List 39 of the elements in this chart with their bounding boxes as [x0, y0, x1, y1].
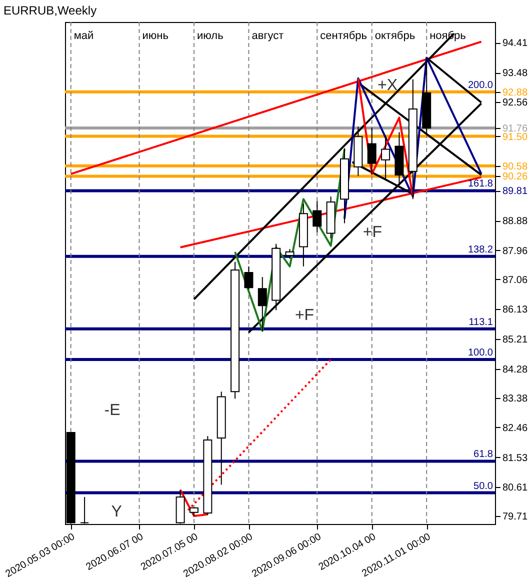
annotation: 100.0 — [468, 347, 494, 358]
y-tick-label: 82.46 — [502, 422, 528, 434]
ref-line-label: июнь — [142, 30, 169, 42]
y-tick-label: 81.53 — [502, 452, 528, 464]
annotation: 113.1 — [468, 316, 494, 328]
annotation: 61.8 — [474, 449, 494, 460]
y-tick-label: 79.71 — [502, 511, 528, 522]
y-tick-label: 93.48 — [502, 68, 528, 80]
y-tick-label: 91.50 — [502, 132, 528, 143]
ref-line-label: сентябрь — [320, 30, 368, 42]
y-tick-label: 87.96 — [502, 246, 528, 257]
y-tick-label: 89.81 — [502, 186, 528, 198]
y-tick-label: 84.28 — [502, 364, 528, 376]
annotation: 200.0 — [468, 80, 494, 91]
y-tick-label: 83.38 — [502, 393, 528, 404]
y-tick-label: 87.06 — [502, 274, 528, 286]
annotation: +F — [362, 224, 382, 241]
annotation: Y — [111, 503, 122, 520]
y-tick-label: 90.58 — [502, 161, 528, 172]
y-tick-label: 80.61 — [502, 482, 528, 494]
annotation: 138.2 — [468, 244, 494, 256]
y-tick-label: 88.88 — [502, 216, 528, 228]
y-tick-label: 85.21 — [502, 334, 528, 346]
y-tick-label: 90.26 — [502, 172, 528, 183]
ref-line-label: октябрь — [374, 30, 416, 42]
y-tick-label: 91.76 — [502, 123, 528, 134]
y-tick-label: 86.13 — [502, 304, 528, 316]
ref-line-label: июль — [197, 30, 224, 42]
annotation: 50.0 — [474, 480, 494, 492]
ref-line-label: август — [252, 30, 284, 42]
annotation: +X — [377, 76, 398, 94]
y-tick-label: 94.41 — [502, 38, 528, 50]
annotation: 161.8 — [468, 178, 494, 190]
y-tick-label: 92.88 — [502, 87, 528, 98]
annotation: -E — [104, 402, 120, 420]
ref-line-label: май — [74, 30, 94, 42]
annotation: +F — [294, 307, 314, 324]
chart-title: EURRUB,Weekly — [3, 4, 97, 18]
y-tick-label: 92.56 — [502, 98, 528, 109]
